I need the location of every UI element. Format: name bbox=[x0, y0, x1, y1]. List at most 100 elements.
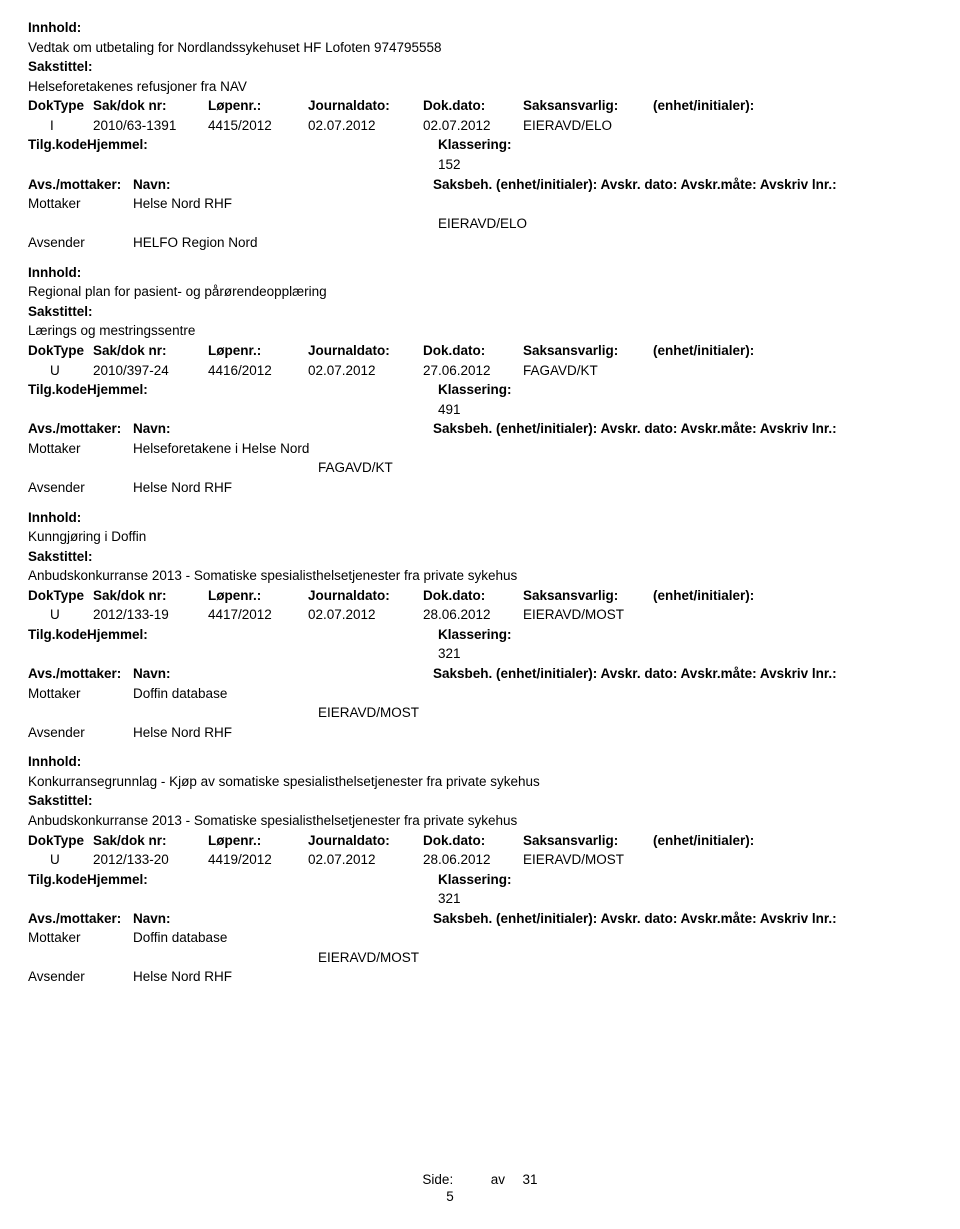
klassering-label: Klassering: bbox=[438, 135, 512, 155]
val-lopenr: 4417/2012 bbox=[208, 605, 308, 625]
col-dokdato: Dok.dato: bbox=[423, 831, 523, 851]
col-saksansvarlig: Saksansvarlig: bbox=[523, 586, 653, 606]
avsender-value: HELFO Region Nord bbox=[133, 233, 932, 253]
mottaker-value: Doffin database bbox=[133, 928, 932, 948]
col-dokdato: Dok.dato: bbox=[423, 96, 523, 116]
saksbeh-labels: Saksbeh. (enhet/initialer): Avskr. dato:… bbox=[433, 909, 837, 929]
col-dokdato: Dok.dato: bbox=[423, 341, 523, 361]
sakstittel-label: Sakstittel: bbox=[28, 547, 932, 567]
innhold-text: Konkurransegrunnlag - Kjøp av somatiske … bbox=[28, 772, 932, 792]
footer-page-number: 5 bbox=[0, 1187, 960, 1207]
val-saksansvarlig: EIERAVD/ELO bbox=[523, 116, 653, 136]
val-doktype: I bbox=[28, 116, 93, 136]
avsender-label: Avsender bbox=[28, 478, 133, 498]
avsender-value: Helse Nord RHF bbox=[133, 723, 932, 743]
page: Innhold: Vedtak om utbetaling for Nordla… bbox=[0, 0, 960, 1229]
col-enhet: (enhet/initialer): bbox=[653, 96, 932, 116]
sakstittel-label: Sakstittel: bbox=[28, 302, 932, 322]
sakstittel-text: Helseforetakenes refusjoner fra NAV bbox=[28, 77, 932, 97]
footer-side-label: Side: bbox=[422, 1172, 453, 1187]
val-journaldato: 02.07.2012 bbox=[308, 116, 423, 136]
klassering-value: 491 bbox=[28, 400, 932, 420]
col-saksansvarlig: Saksansvarlig: bbox=[523, 341, 653, 361]
col-lopenr: Løpenr.: bbox=[208, 96, 308, 116]
avsmottaker-label: Avs./mottaker: bbox=[28, 909, 133, 929]
saksbeh-labels: Saksbeh. (enhet/initialer): Avskr. dato:… bbox=[433, 175, 837, 195]
val-saksansvarlig: FAGAVD/KT bbox=[523, 361, 653, 381]
entry-header-table: DokType Sak/dok nr: Løpenr.: Journaldato… bbox=[28, 96, 932, 135]
val-dokdato: 28.06.2012 bbox=[423, 850, 523, 870]
val-dokdato: 02.07.2012 bbox=[423, 116, 523, 136]
saksbeh-value: FAGAVD/KT bbox=[28, 458, 932, 478]
saksbeh-value: EIERAVD/ELO bbox=[28, 214, 932, 234]
val-doktype: U bbox=[28, 850, 93, 870]
val-journaldato: 02.07.2012 bbox=[308, 850, 423, 870]
val-lopenr: 4419/2012 bbox=[208, 850, 308, 870]
entry-header-table: DokType Sak/dok nr: Løpenr.: Journaldato… bbox=[28, 341, 932, 380]
klassering-value: 321 bbox=[28, 644, 932, 664]
col-saksansvarlig: Saksansvarlig: bbox=[523, 831, 653, 851]
innhold-text: Vedtak om utbetaling for Nordlandssykehu… bbox=[28, 38, 932, 58]
col-doktype: DokType bbox=[28, 586, 93, 606]
col-journaldato: Journaldato: bbox=[308, 586, 423, 606]
innhold-label: Innhold: bbox=[28, 508, 932, 528]
val-saksansvarlig: EIERAVD/MOST bbox=[523, 850, 653, 870]
val-journaldato: 02.07.2012 bbox=[308, 361, 423, 381]
mottaker-label: Mottaker bbox=[28, 684, 133, 704]
avsmottaker-label: Avs./mottaker: bbox=[28, 419, 133, 439]
mottaker-label: Mottaker bbox=[28, 439, 133, 459]
avsmottaker-label: Avs./mottaker: bbox=[28, 664, 133, 684]
navn-label: Navn: bbox=[133, 419, 433, 439]
col-doktype: DokType bbox=[28, 831, 93, 851]
mottaker-value: Helseforetakene i Helse Nord bbox=[133, 439, 932, 459]
sakstittel-text: Anbudskonkurranse 2013 - Somatiske spesi… bbox=[28, 811, 932, 831]
mottaker-label: Mottaker bbox=[28, 928, 133, 948]
saksbeh-labels: Saksbeh. (enhet/initialer): Avskr. dato:… bbox=[433, 664, 837, 684]
val-sakdok: 2010/397-24 bbox=[93, 361, 208, 381]
col-enhet: (enhet/initialer): bbox=[653, 831, 932, 851]
klassering-value: 152 bbox=[28, 155, 932, 175]
footer-total-pages: 31 bbox=[523, 1172, 538, 1187]
innhold-label: Innhold: bbox=[28, 18, 932, 38]
col-journaldato: Journaldato: bbox=[308, 831, 423, 851]
val-saksansvarlig: EIERAVD/MOST bbox=[523, 605, 653, 625]
innhold-text: Kunngjøring i Doffin bbox=[28, 527, 932, 547]
avsender-label: Avsender bbox=[28, 723, 133, 743]
val-lopenr: 4416/2012 bbox=[208, 361, 308, 381]
col-saksansvarlig: Saksansvarlig: bbox=[523, 96, 653, 116]
col-journaldato: Journaldato: bbox=[308, 96, 423, 116]
tilgkode-hjemmel-label: Tilg.kodeHjemmel: bbox=[28, 870, 438, 890]
mottaker-label: Mottaker bbox=[28, 194, 133, 214]
entry-header-table: DokType Sak/dok nr: Løpenr.: Journaldato… bbox=[28, 831, 932, 870]
sakstittel-text: Lærings og mestringssentre bbox=[28, 321, 932, 341]
saksbeh-value: EIERAVD/MOST bbox=[28, 948, 932, 968]
col-lopenr: Løpenr.: bbox=[208, 586, 308, 606]
avsender-label: Avsender bbox=[28, 967, 133, 987]
sakstittel-label: Sakstittel: bbox=[28, 57, 932, 77]
journal-entry: Innhold: Konkurransegrunnlag - Kjøp av s… bbox=[28, 752, 932, 987]
tilgkode-hjemmel-label: Tilg.kodeHjemmel: bbox=[28, 625, 438, 645]
klassering-label: Klassering: bbox=[438, 380, 512, 400]
avsender-value: Helse Nord RHF bbox=[133, 967, 932, 987]
klassering-label: Klassering: bbox=[438, 625, 512, 645]
col-enhet: (enhet/initialer): bbox=[653, 586, 932, 606]
val-dokdato: 27.06.2012 bbox=[423, 361, 523, 381]
mottaker-value: Helse Nord RHF bbox=[133, 194, 932, 214]
val-lopenr: 4415/2012 bbox=[208, 116, 308, 136]
navn-label: Navn: bbox=[133, 664, 433, 684]
klassering-value: 321 bbox=[28, 889, 932, 909]
avsender-label: Avsender bbox=[28, 233, 133, 253]
navn-label: Navn: bbox=[133, 909, 433, 929]
col-sakdok: Sak/dok nr: bbox=[93, 586, 208, 606]
journal-entry: Innhold: Kunngjøring i Doffin Sakstittel… bbox=[28, 508, 932, 743]
val-sakdok: 2010/63-1391 bbox=[93, 116, 208, 136]
innhold-text: Regional plan for pasient- og pårørendeo… bbox=[28, 282, 932, 302]
col-doktype: DokType bbox=[28, 341, 93, 361]
col-sakdok: Sak/dok nr: bbox=[93, 96, 208, 116]
sakstittel-label: Sakstittel: bbox=[28, 791, 932, 811]
val-doktype: U bbox=[28, 361, 93, 381]
navn-label: Navn: bbox=[133, 175, 433, 195]
val-journaldato: 02.07.2012 bbox=[308, 605, 423, 625]
innhold-label: Innhold: bbox=[28, 752, 932, 772]
tilgkode-hjemmel-label: Tilg.kodeHjemmel: bbox=[28, 135, 438, 155]
